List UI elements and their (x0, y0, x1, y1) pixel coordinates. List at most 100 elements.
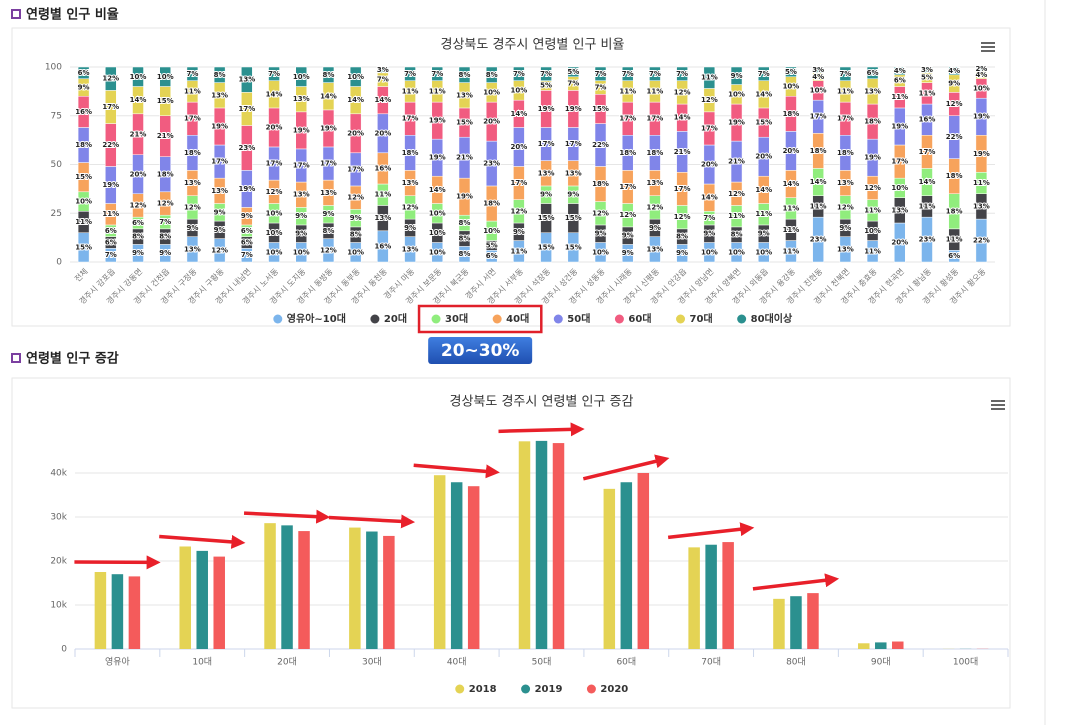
data-label: 19% (864, 154, 881, 162)
data-label: 9% (186, 224, 198, 232)
data-label: 10% (728, 90, 745, 98)
data-label: 8% (459, 71, 471, 79)
legend-item[interactable]: 영유아~10대 (273, 312, 346, 325)
bar-segment (567, 66, 580, 77)
data-label: 2% (975, 65, 987, 73)
data-label: 9% (948, 80, 960, 88)
data-label: 11% (701, 74, 718, 82)
bar (111, 574, 124, 649)
menu-icon[interactable] (991, 400, 1005, 410)
bar-segment (812, 66, 824, 74)
legend-swatch (370, 314, 380, 324)
data-label: 14% (919, 178, 936, 186)
data-label: 11% (755, 210, 772, 218)
data-label: 9% (132, 249, 144, 257)
legend-item[interactable]: 80대이상 (737, 312, 793, 325)
data-label: 8% (350, 231, 362, 239)
y-tick-label: 30k (50, 513, 67, 523)
legend-item[interactable]: 2020 (586, 684, 628, 695)
bar (450, 482, 463, 649)
bar-segment (77, 66, 90, 79)
data-label: 10% (266, 248, 283, 256)
data-label: 11% (647, 87, 664, 95)
legend-item[interactable]: 60대 (614, 312, 652, 325)
bar (196, 550, 208, 649)
data-label: 13% (402, 179, 419, 187)
data-label: 6% (105, 239, 117, 247)
legend-item[interactable]: 20대 (370, 312, 407, 325)
data-label: 22% (102, 141, 119, 149)
data-label: 18% (946, 207, 963, 215)
data-label: 9% (214, 226, 226, 234)
data-label: 8% (323, 71, 335, 79)
data-label: 20% (483, 118, 500, 126)
data-label: 10% (157, 73, 174, 81)
data-label: 19% (973, 113, 990, 121)
data-label: 7% (622, 70, 634, 78)
data-label: 12% (347, 194, 364, 202)
data-label: 10% (293, 248, 310, 256)
legend-item[interactable]: 2018 (455, 684, 497, 695)
chart-title: 경상북도 경주시 연령별 인구 비율 (441, 38, 625, 53)
bar-segment (540, 66, 552, 81)
data-label: 15% (75, 243, 92, 251)
legend-item[interactable]: 30대 (431, 312, 469, 325)
data-label: 15% (75, 173, 92, 181)
data-label: 10% (755, 248, 772, 256)
data-label: 13% (374, 214, 391, 222)
data-label: 22% (973, 237, 990, 245)
data-label: 17% (402, 115, 419, 123)
data-label: 11% (946, 236, 963, 244)
legend-label: 40대 (506, 312, 529, 325)
data-label: 12% (402, 203, 419, 211)
data-label: 14% (755, 186, 772, 194)
data-label: 21% (157, 132, 174, 140)
bar-segment (485, 66, 498, 83)
bar-segment (649, 66, 661, 81)
data-label: 7% (567, 80, 579, 88)
legend-label: 60대 (628, 312, 651, 325)
bar (535, 440, 548, 649)
data-label: 11% (619, 87, 636, 95)
x-tick-label: 70대 (701, 657, 721, 668)
data-label: 9% (649, 224, 661, 232)
data-label: 9% (839, 224, 851, 232)
data-label: 3% (921, 66, 933, 74)
bar (688, 547, 700, 649)
bar (298, 531, 310, 649)
data-label: 10% (483, 88, 500, 96)
data-label: 13% (402, 245, 419, 253)
data-label: 14% (755, 90, 772, 98)
data-label: 13% (456, 91, 473, 99)
data-label: 8% (459, 219, 471, 227)
legend-item[interactable]: 50대 (553, 312, 591, 325)
data-label: 14% (701, 194, 718, 202)
x-tick-label: 60대 (616, 657, 636, 668)
data-label: 14% (783, 180, 800, 188)
data-label: 15% (565, 214, 582, 222)
legend-item[interactable]: 2019 (521, 684, 562, 695)
data-label: 6% (948, 252, 960, 260)
trend-arrow (498, 422, 585, 437)
data-label: 12% (592, 209, 609, 217)
data-label: 17% (619, 115, 636, 123)
data-label: 11% (810, 202, 827, 210)
data-label: 5% (486, 241, 498, 249)
data-label: 4% (894, 67, 906, 75)
bar-segment (105, 66, 117, 91)
data-label: 6% (78, 69, 90, 77)
legend-label: 2020 (600, 684, 628, 695)
data-label: 14% (810, 178, 827, 186)
bar (722, 542, 734, 649)
bar-segment (621, 66, 634, 81)
legend-swatch (553, 314, 563, 324)
data-label: 20% (511, 143, 528, 151)
data-label: 8% (214, 71, 226, 79)
data-label: 7% (431, 70, 443, 78)
menu-icon[interactable] (981, 42, 995, 52)
data-label: 14% (674, 114, 691, 122)
legend-item[interactable]: 40대 (492, 312, 530, 325)
legend-item[interactable]: 70대 (676, 312, 713, 325)
data-label: 11% (429, 87, 446, 95)
data-label: 13% (837, 179, 854, 187)
